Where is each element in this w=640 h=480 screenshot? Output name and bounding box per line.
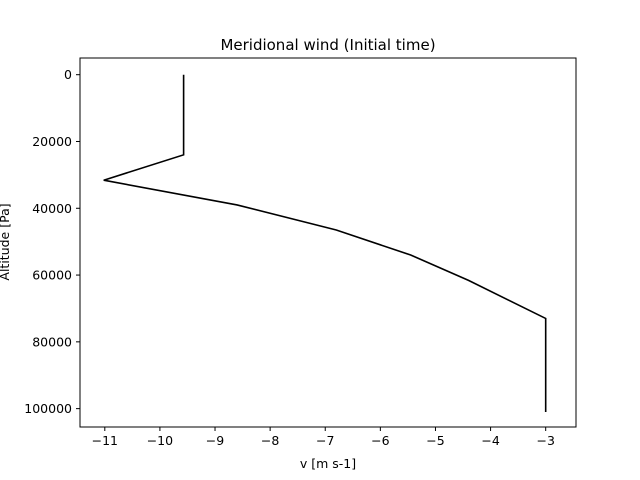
y-tick-label: 0 [64, 67, 72, 82]
x-tick-label: −5 [426, 433, 444, 448]
y-axis-label: Altitude [Pa] [0, 203, 12, 280]
x-tick-label: −11 [92, 433, 118, 448]
y-tick-label: 40000 [32, 201, 72, 216]
series-layer [103, 74, 547, 412]
y-tick-label: 60000 [32, 268, 72, 283]
x-tick-label: −7 [316, 433, 334, 448]
plot-area-frame [79, 57, 577, 428]
chart-title: Meridional wind (Initial time) [220, 36, 435, 54]
x-tick-label: −8 [261, 433, 279, 448]
y-tick-label: 20000 [32, 134, 72, 149]
x-tick-label: −10 [147, 433, 173, 448]
x-tick-label: −9 [206, 433, 224, 448]
y-tick-label: 100000 [24, 401, 72, 416]
series-line-0 [103, 74, 547, 412]
y-axis-ticks: 0 20000 40000 60000 80000 100000 [24, 67, 80, 416]
x-tick-label: −6 [371, 433, 389, 448]
y-tick-label: 80000 [32, 334, 72, 349]
x-axis-ticks: −11 −10 −9 −8 −7 −6 −5 −4 −3 [92, 427, 555, 448]
x-tick-label: −4 [481, 433, 499, 448]
x-tick-label: −3 [536, 433, 554, 448]
x-axis-label: v [m s-1] [300, 456, 356, 471]
